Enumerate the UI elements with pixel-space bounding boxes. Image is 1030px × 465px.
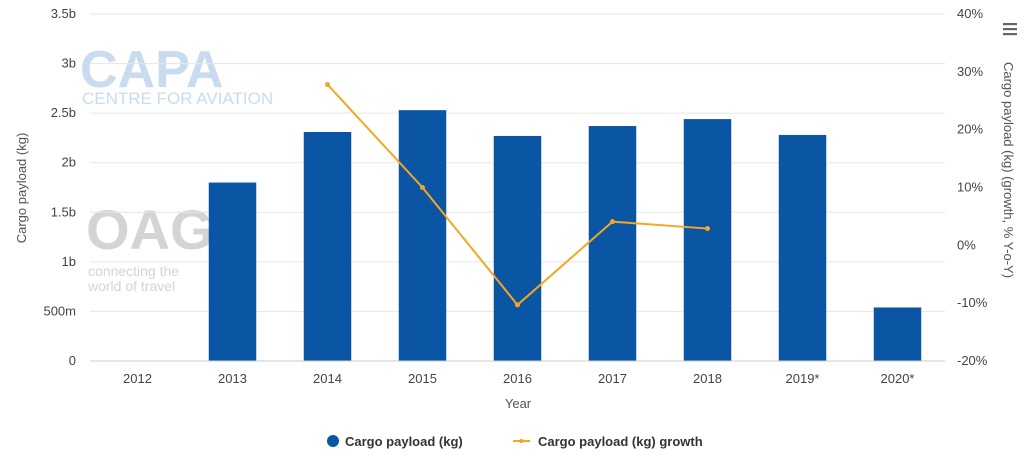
capa-watermark: CAPA CENTRE FOR AVIATION — [80, 41, 273, 108]
x-tick-label: 2014 — [313, 371, 342, 386]
x-tick-label: 2015 — [408, 371, 437, 386]
y2-tick-label: 10% — [957, 180, 983, 195]
y2-tick-label: -20% — [957, 353, 988, 368]
legend-line-dot — [519, 439, 524, 443]
y-axis-title: Cargo payload (kg) — [14, 133, 29, 244]
y-tick-label: 0 — [69, 353, 76, 368]
bar[interactable] — [873, 307, 922, 361]
hamburger-menu-icon[interactable] — [1000, 20, 1020, 40]
oag-logo: OAG — [86, 198, 214, 261]
y-tick-label: 2b — [62, 155, 76, 170]
y-tick-label: 2.5b — [51, 105, 76, 120]
line-series — [325, 82, 710, 308]
legend-item-line[interactable]: Cargo payload (kg) growth — [513, 434, 703, 449]
x-tick-label: 2019* — [786, 371, 820, 386]
y-axis-left: 0 500m 1b 1.5b 2b 2.5b 3b 3.5b — [43, 6, 76, 368]
y2-tick-label: 30% — [957, 64, 983, 79]
y2-tick-label: 20% — [957, 122, 983, 137]
oag-tagline-line2: world of travel — [87, 278, 175, 294]
capa-tagline: CENTRE FOR AVIATION — [82, 89, 273, 108]
x-tick-label: 2012 — [123, 371, 152, 386]
capa-logo: CAPA — [80, 41, 223, 99]
line-point[interactable] — [705, 226, 710, 232]
legend-item-bar[interactable]: Cargo payload (kg) — [327, 434, 463, 449]
legend: Cargo payload (kg) Cargo payload (kg) gr… — [327, 434, 703, 449]
y2-tick-label: -10% — [957, 295, 988, 310]
line-point[interactable] — [610, 219, 615, 225]
legend-bar-label: Cargo payload (kg) — [345, 434, 463, 449]
y-tick-label: 1b — [62, 254, 76, 269]
bar-series — [208, 110, 922, 361]
oag-tagline-line1: connecting the — [88, 263, 179, 279]
bar[interactable] — [208, 182, 257, 361]
legend-bar-marker — [327, 435, 339, 447]
x-tick-label: 2017 — [598, 371, 627, 386]
bar[interactable] — [303, 131, 352, 361]
legend-line-label: Cargo payload (kg) growth — [538, 434, 703, 449]
y-tick-label: 500m — [43, 303, 76, 318]
line-point[interactable] — [325, 82, 330, 88]
x-tick-label: 2013 — [218, 371, 247, 386]
y2-tick-label: 0% — [957, 237, 976, 252]
bar[interactable] — [588, 126, 637, 361]
line-point[interactable] — [515, 302, 520, 308]
x-tick-label: 2016 — [503, 371, 532, 386]
oag-watermark: OAG connecting the world of travel — [86, 198, 214, 294]
y2-axis-title: Cargo payload (kg) (growth, % Y-o-Y) — [1001, 62, 1016, 278]
x-axis: 2012 2013 2014 2015 2016 2017 2018 2019* 2020* — [123, 371, 914, 386]
line-point[interactable] — [420, 185, 425, 190]
y-tick-label: 3b — [62, 56, 76, 71]
y-tick-label: 1.5b — [51, 204, 76, 219]
bar[interactable] — [778, 134, 827, 361]
x-tick-label: 2020* — [881, 371, 915, 386]
bar[interactable] — [683, 119, 732, 361]
x-axis-title: Year — [505, 396, 532, 411]
y-tick-label: 3.5b — [51, 6, 76, 21]
x-tick-label: 2018 — [693, 371, 722, 386]
bar[interactable] — [398, 110, 447, 361]
bar[interactable] — [493, 135, 542, 361]
y-axis-right: -20% -10% 0% 10% 20% 30% 40% — [957, 6, 988, 368]
y2-tick-label: 40% — [957, 6, 983, 21]
